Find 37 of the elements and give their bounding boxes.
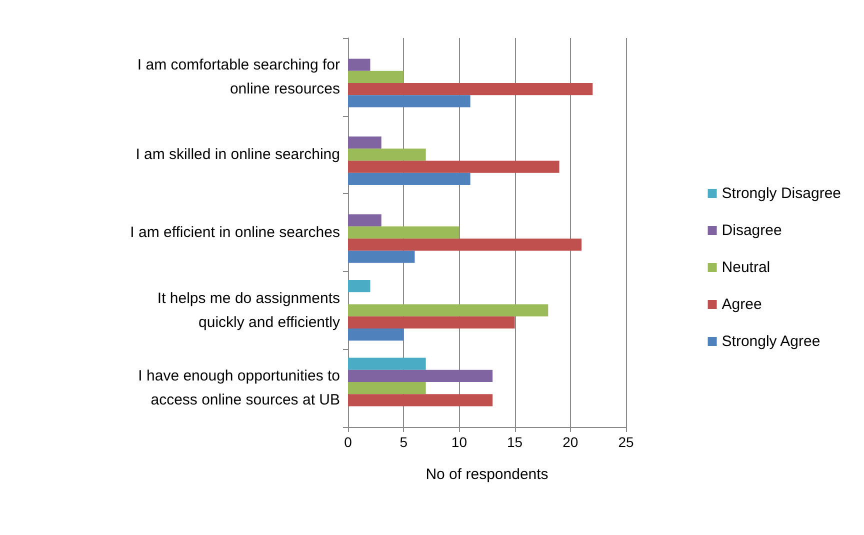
bar — [348, 394, 493, 406]
bar — [348, 148, 426, 161]
bar — [348, 358, 426, 370]
bar — [348, 214, 382, 226]
x-tick-label: 25 — [618, 434, 634, 450]
bar — [348, 226, 460, 239]
y-tick-label: I am skilled in online searching — [136, 146, 340, 164]
bar — [348, 136, 382, 149]
bar — [348, 370, 493, 382]
legend-label: Strongly Agree — [722, 333, 820, 350]
bar — [348, 172, 470, 186]
legend-label: Strongly Disagree — [722, 185, 842, 202]
bar — [348, 316, 515, 329]
bar — [348, 382, 426, 394]
x-tick-label: 5 — [400, 434, 408, 450]
legend-label: Disagree — [722, 222, 782, 239]
y-tick-label: It helps me do assignments quickly and efficiently — [157, 290, 340, 331]
x-axis-title: No of respondents — [426, 466, 548, 483]
x-tick-label: 0 — [344, 434, 352, 450]
y-tick-label: I am efficient in online searches — [130, 224, 340, 241]
y-tick-label: I have enough opportunities to access online sources at UB — [138, 368, 340, 409]
legend-label: Agree — [722, 296, 762, 313]
bar — [348, 250, 415, 263]
bar — [348, 238, 582, 251]
y-tick-label: I am comfortable searching for online resources — [137, 56, 340, 98]
x-tick-label: 10 — [451, 434, 468, 450]
x-tick-label: 15 — [507, 434, 523, 450]
bar — [348, 58, 370, 71]
bar — [348, 82, 593, 96]
bar — [348, 160, 560, 173]
bar — [348, 280, 370, 292]
legend-label: Neutral — [722, 259, 770, 276]
bar — [348, 70, 404, 83]
bar — [348, 304, 548, 316]
bar — [348, 95, 470, 108]
x-tick-label: 20 — [562, 434, 578, 450]
bar — [348, 328, 404, 341]
